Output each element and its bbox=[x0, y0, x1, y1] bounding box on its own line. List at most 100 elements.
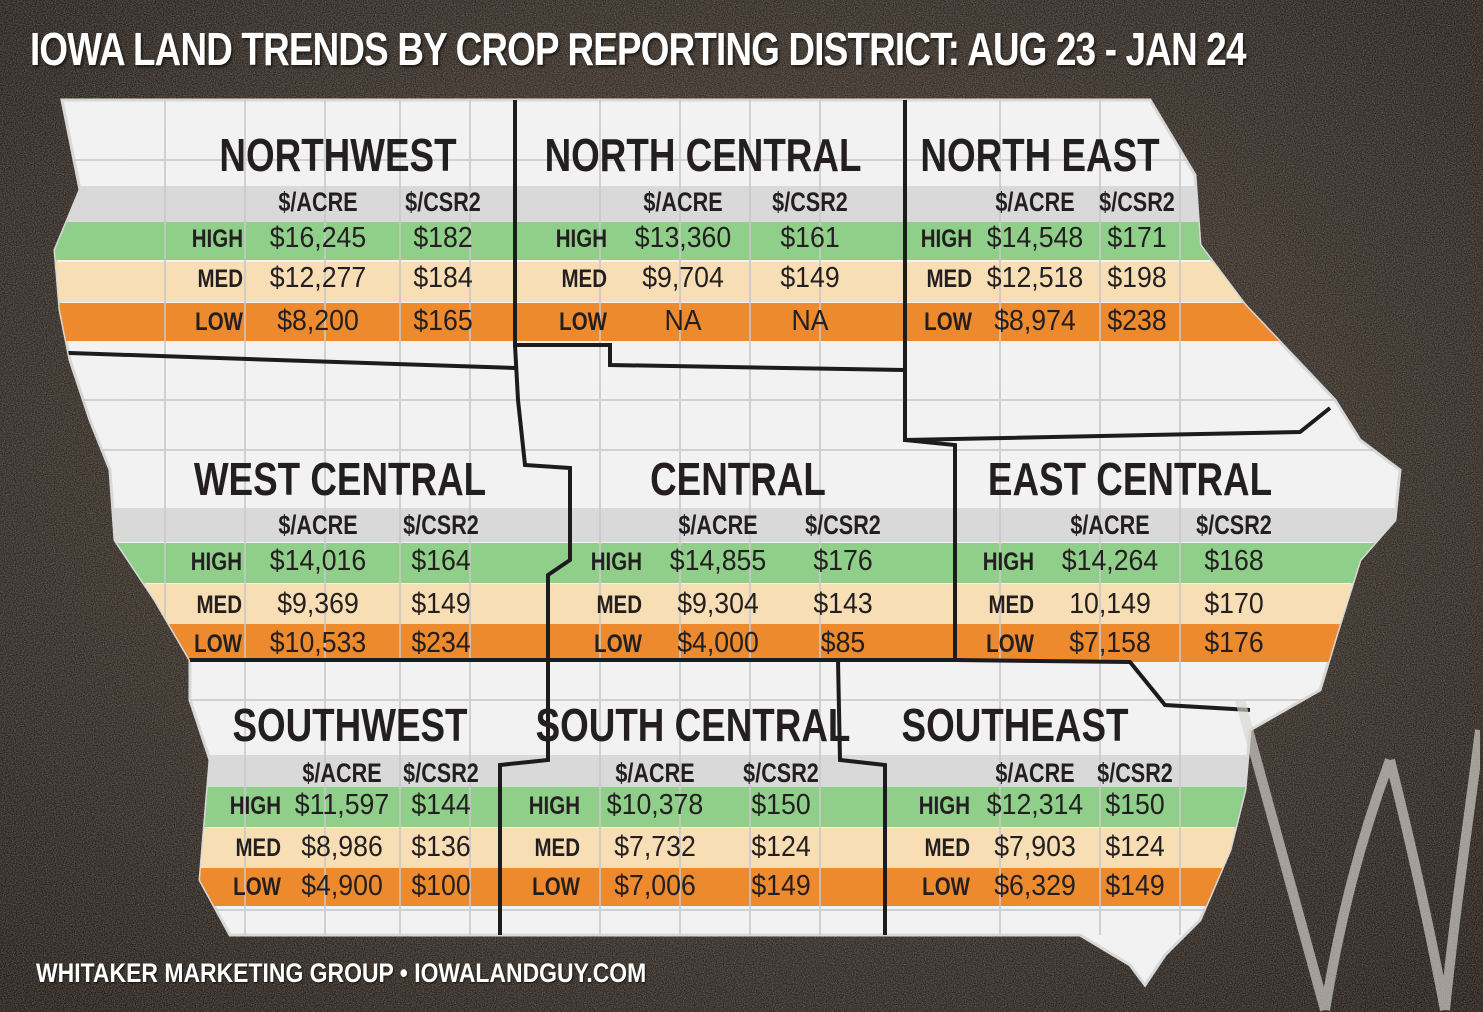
price-per-acre: $12,314 bbox=[986, 789, 1084, 821]
price-per-csr2: $124 bbox=[1105, 831, 1165, 863]
column-header-csr2: $/CSR2 bbox=[1097, 758, 1173, 788]
district-name: WEST CENTRAL bbox=[193, 453, 487, 505]
column-header-acre: $/ACRE bbox=[1070, 510, 1150, 540]
price-per-csr2: $161 bbox=[780, 222, 840, 254]
column-header-csr2: $/CSR2 bbox=[1099, 187, 1175, 217]
column-header-csr2: $/CSR2 bbox=[403, 510, 479, 540]
row-label-med: MED bbox=[926, 265, 972, 293]
price-per-acre: $4,900 bbox=[301, 870, 383, 902]
page-title: IOWA LAND TRENDS BY CROP REPORTING DISTR… bbox=[30, 23, 1246, 75]
row-label-med: MED bbox=[197, 265, 243, 293]
price-per-csr2: $176 bbox=[1204, 627, 1264, 659]
column-header-acre: $/ACRE bbox=[278, 187, 358, 217]
district-name: SOUTH CENTRAL bbox=[535, 699, 851, 751]
price-per-acre: $7,006 bbox=[614, 870, 696, 902]
column-header-acre: $/ACRE bbox=[615, 758, 695, 788]
price-per-acre: $13,360 bbox=[634, 222, 732, 254]
price-per-csr2: $168 bbox=[1204, 545, 1264, 577]
column-header-acre: $/ACRE bbox=[643, 187, 723, 217]
footer-credit: WHITAKER MARKETING GROUP • IOWALANDGUY.C… bbox=[36, 958, 647, 988]
price-per-csr2: $149 bbox=[1105, 870, 1165, 902]
row-label-med: MED bbox=[235, 834, 281, 862]
price-per-acre: $9,369 bbox=[277, 588, 359, 620]
price-per-acre: $14,548 bbox=[986, 222, 1084, 254]
row-label-low: LOW bbox=[195, 308, 243, 336]
column-header-acre: $/ACRE bbox=[678, 510, 758, 540]
row-label-low: LOW bbox=[986, 630, 1034, 658]
row-label-med: MED bbox=[534, 834, 580, 862]
price-per-csr2: $150 bbox=[1105, 789, 1165, 821]
price-per-csr2: $165 bbox=[413, 305, 473, 337]
price-per-csr2: NA bbox=[791, 305, 829, 337]
column-header-csr2: $/CSR2 bbox=[805, 510, 881, 540]
row-label-high: HIGH bbox=[982, 548, 1034, 576]
w-logo-watermark bbox=[1235, 698, 1480, 1012]
price-per-csr2: $124 bbox=[751, 831, 811, 863]
price-per-acre: $12,277 bbox=[269, 262, 367, 294]
price-per-acre: $12,518 bbox=[986, 262, 1084, 294]
column-header-csr2: $/CSR2 bbox=[743, 758, 819, 788]
price-per-csr2: $176 bbox=[813, 545, 873, 577]
row-label-med: MED bbox=[596, 591, 642, 619]
row-label-high: HIGH bbox=[229, 792, 281, 820]
column-header-csr2: $/CSR2 bbox=[772, 187, 848, 217]
price-per-csr2: $100 bbox=[411, 870, 471, 902]
price-per-acre: $10,533 bbox=[269, 627, 367, 659]
district-name: NORTHWEST bbox=[219, 129, 457, 181]
row-label-low: LOW bbox=[194, 630, 242, 658]
price-per-acre: $6,329 bbox=[994, 870, 1076, 902]
column-header-acre: $/ACRE bbox=[995, 758, 1075, 788]
price-per-acre: $16,245 bbox=[269, 222, 367, 254]
price-per-acre: $8,974 bbox=[994, 305, 1076, 337]
price-per-acre: 10,149 bbox=[1069, 588, 1151, 620]
row-label-high: HIGH bbox=[528, 792, 580, 820]
price-per-acre: $14,016 bbox=[269, 545, 367, 577]
price-per-acre: $8,200 bbox=[277, 305, 359, 337]
column-header-acre: $/ACRE bbox=[995, 187, 1075, 217]
district-name: SOUTHEAST bbox=[901, 699, 1129, 751]
price-per-csr2: $150 bbox=[751, 789, 811, 821]
row-label-high: HIGH bbox=[920, 225, 972, 253]
price-per-acre: NA bbox=[664, 305, 702, 337]
row-label-high: HIGH bbox=[918, 792, 970, 820]
column-header-acre: $/ACRE bbox=[302, 758, 382, 788]
row-label-high: HIGH bbox=[190, 548, 242, 576]
row-label-low: LOW bbox=[233, 873, 281, 901]
row-label-med: MED bbox=[196, 591, 242, 619]
price-per-acre: $14,855 bbox=[669, 545, 767, 577]
row-label-med: MED bbox=[561, 265, 607, 293]
price-per-csr2: $136 bbox=[411, 831, 471, 863]
row-label-low: LOW bbox=[924, 308, 972, 336]
row-label-high: HIGH bbox=[555, 225, 607, 253]
row-label-low: LOW bbox=[532, 873, 580, 901]
row-label-low: LOW bbox=[594, 630, 642, 658]
price-per-csr2: $171 bbox=[1107, 222, 1167, 254]
price-per-acre: $7,732 bbox=[614, 831, 696, 863]
price-per-acre: $7,903 bbox=[994, 831, 1076, 863]
column-header-csr2: $/CSR2 bbox=[403, 758, 479, 788]
price-per-acre: $14,264 bbox=[1061, 545, 1159, 577]
row-label-low: LOW bbox=[559, 308, 607, 336]
price-per-acre: $4,000 bbox=[677, 627, 759, 659]
price-per-csr2: $170 bbox=[1204, 588, 1264, 620]
column-header-acre: $/ACRE bbox=[278, 510, 358, 540]
row-label-med: MED bbox=[988, 591, 1034, 619]
price-per-acre: $11,597 bbox=[294, 789, 390, 821]
price-per-csr2: $184 bbox=[413, 262, 473, 294]
price-per-acre: $9,304 bbox=[677, 588, 759, 620]
row-label-high: HIGH bbox=[590, 548, 642, 576]
price-per-acre: $10,378 bbox=[606, 789, 704, 821]
price-per-csr2: $149 bbox=[780, 262, 840, 294]
price-per-csr2: $85 bbox=[820, 627, 866, 659]
price-per-acre: $9,704 bbox=[642, 262, 724, 294]
district-name: SOUTHWEST bbox=[232, 699, 468, 751]
price-per-csr2: $234 bbox=[411, 627, 471, 659]
price-per-acre: $8,986 bbox=[301, 831, 383, 863]
row-label-high: HIGH bbox=[191, 225, 243, 253]
price-per-csr2: $149 bbox=[411, 588, 471, 620]
price-per-csr2: $143 bbox=[813, 588, 873, 620]
price-per-csr2: $144 bbox=[411, 789, 471, 821]
price-per-csr2: $182 bbox=[413, 222, 473, 254]
district-name: NORTH EAST bbox=[920, 129, 1160, 181]
